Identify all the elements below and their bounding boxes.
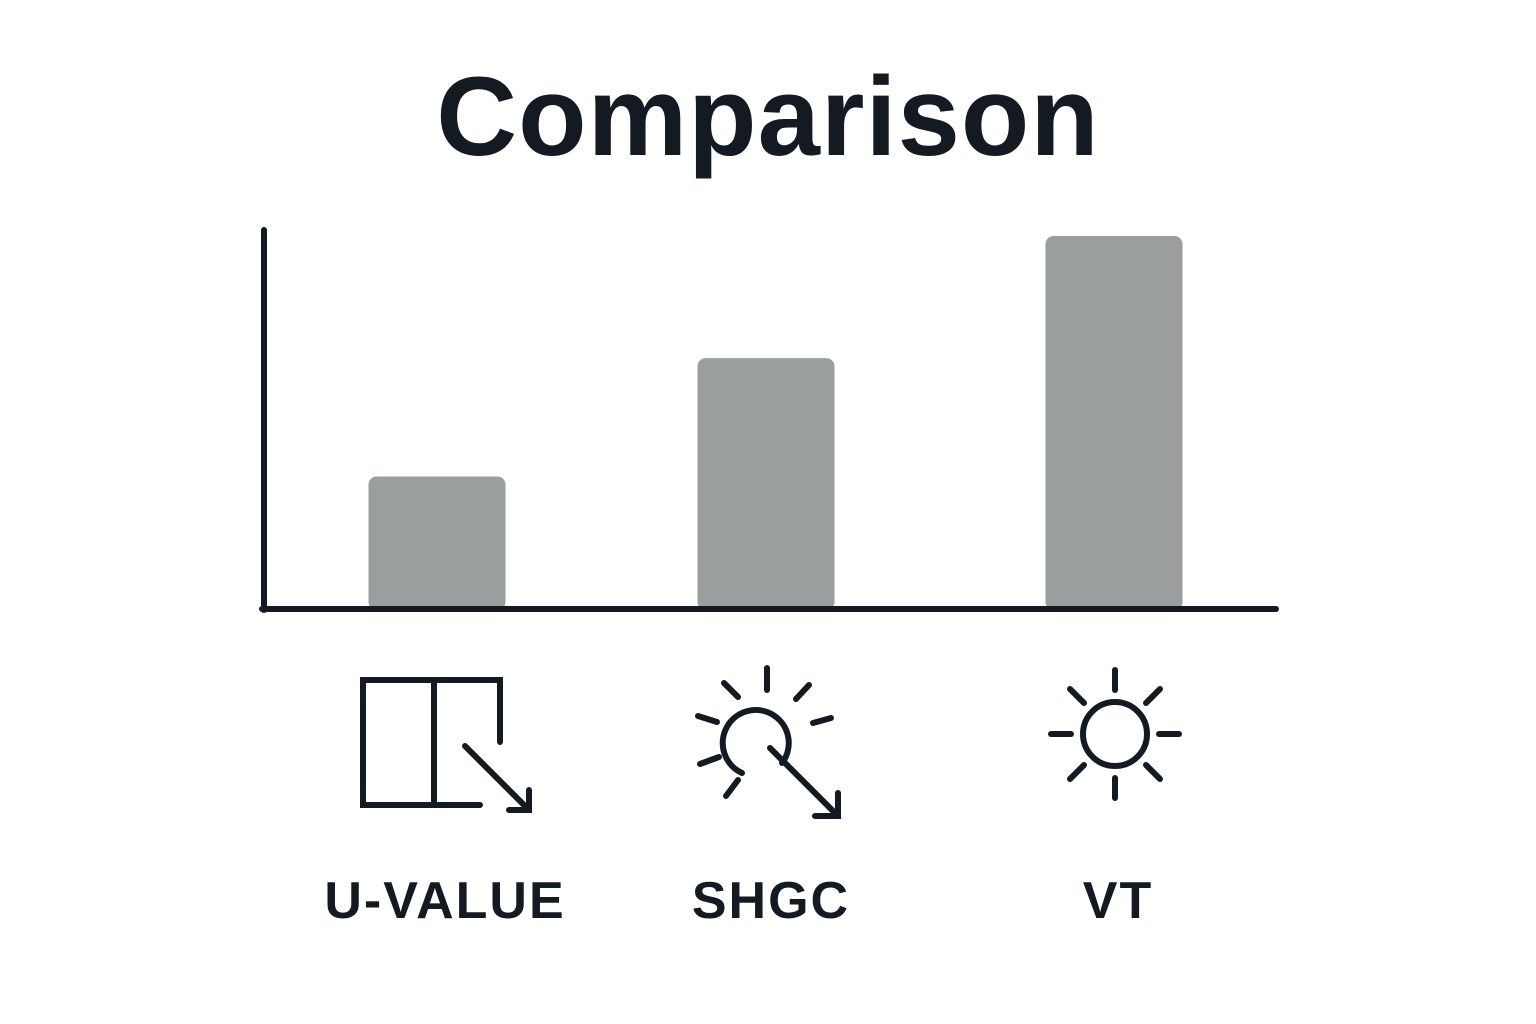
chart-title: Comparison (436, 54, 1100, 179)
sun-icon (1048, 667, 1182, 801)
category-label-shgc: SHGC (692, 872, 850, 930)
window-heat-loss-icon (360, 677, 532, 813)
bar-vt (1045, 236, 1183, 610)
bars-layer (368, 236, 1183, 610)
bar-u-value (368, 476, 506, 610)
solar-heat-gain-icon (695, 665, 841, 819)
bar-shgc (697, 358, 835, 610)
category-label-vt: VT (1083, 872, 1153, 930)
category-label-u-value: U-VALUE (324, 872, 565, 930)
